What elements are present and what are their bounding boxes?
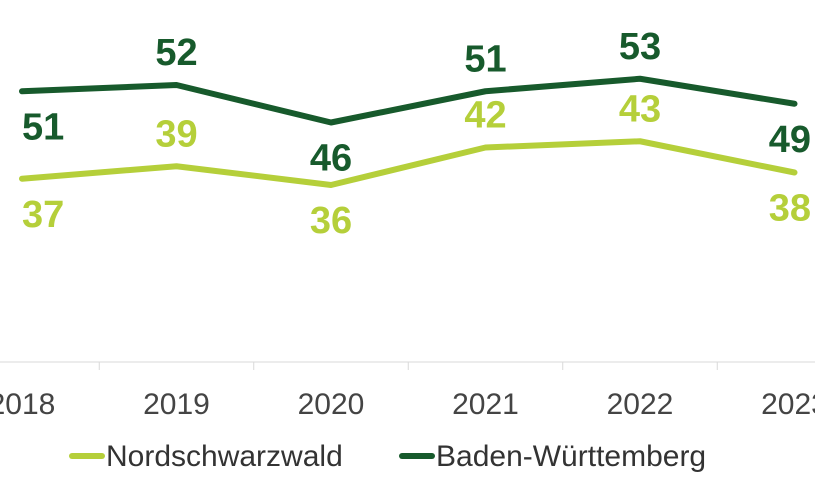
- data-label: 36: [310, 200, 352, 242]
- legend-label: Baden-Württemberg: [436, 440, 706, 473]
- data-label: 46: [310, 138, 352, 180]
- data-label: 51: [464, 38, 506, 80]
- data-label: 42: [464, 95, 506, 137]
- series-line-nordschwarzwald: [19, 138, 798, 188]
- x-tick-label: 2021: [452, 388, 519, 421]
- x-tick-label: 2022: [607, 388, 674, 421]
- data-label: 39: [155, 113, 197, 155]
- series-layer: [19, 75, 798, 188]
- x-tick-label: 2019: [143, 388, 210, 421]
- x-tick-label: 2020: [298, 388, 365, 421]
- data-label: 37: [22, 194, 64, 236]
- x-tick-label: 2018: [0, 388, 55, 421]
- legend-label: Nordschwarzwald: [106, 440, 343, 473]
- legend: Nordschwarzwald Baden-Württemberg: [69, 440, 706, 473]
- data-label: 49: [769, 119, 811, 161]
- data-labels: 37 39 36 42 43 38 51 52 46 51 53 49: [22, 26, 811, 242]
- data-label: 52: [155, 32, 197, 74]
- data-label: 53: [619, 26, 661, 68]
- data-label: 43: [619, 88, 661, 130]
- legend-item-nordschwarzwald[interactable]: Nordschwarzwald: [69, 440, 343, 473]
- data-label: 38: [769, 188, 811, 230]
- data-label: 51: [22, 106, 64, 148]
- legend-item-baden-wuerttemberg[interactable]: Baden-Württemberg: [399, 440, 706, 473]
- series-line-baden-wuerttemberg: [19, 75, 798, 126]
